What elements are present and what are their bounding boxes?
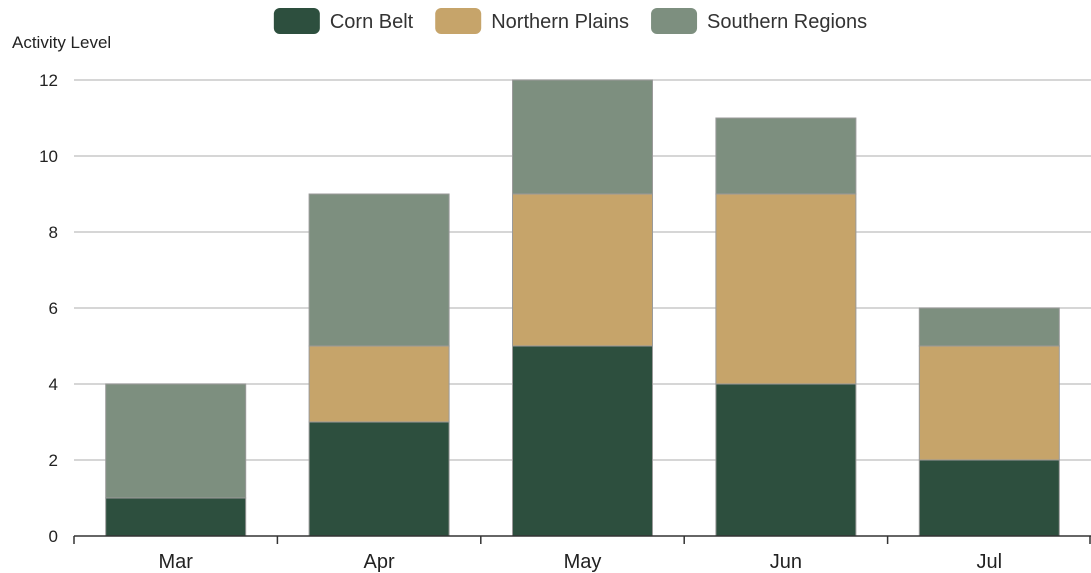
bar-may-northern-plains bbox=[512, 193, 653, 347]
y-tick-label-0: 0 bbox=[49, 527, 58, 546]
x-tick-label-jun: Jun bbox=[770, 551, 802, 573]
y-axis-title: Activity Level bbox=[12, 33, 111, 52]
y-tick-label-6: 6 bbox=[49, 299, 58, 318]
bar-jun-southern-regions bbox=[715, 117, 857, 195]
bar-apr-northern-plains bbox=[308, 345, 450, 423]
legend-label-northern-plains: Northern Plains bbox=[491, 11, 629, 33]
legend-item-southern-regions: Southern Regions bbox=[651, 8, 867, 34]
legend-item-corn-belt: Corn Belt bbox=[273, 8, 414, 34]
x-tick-label-apr: Apr bbox=[364, 551, 395, 573]
y-tick-label-2: 2 bbox=[49, 451, 58, 470]
legend-label-corn-belt: Corn Belt bbox=[330, 11, 414, 33]
y-axis-ticks: 0 2 4 6 8 10 12 bbox=[39, 71, 58, 546]
y-tick-label-12: 12 bbox=[39, 71, 58, 90]
y-tick-label-4: 4 bbox=[49, 375, 58, 394]
bar-jun-corn-belt bbox=[715, 383, 857, 537]
bar-mar-southern-regions bbox=[105, 383, 247, 499]
x-axis: Mar Apr May Jun Jul bbox=[73, 535, 1091, 573]
bar-mar-corn-belt bbox=[105, 497, 247, 537]
legend-swatch-northern-plains bbox=[435, 8, 482, 34]
bar-apr-southern-regions bbox=[308, 193, 450, 347]
bar-jul-corn-belt bbox=[918, 459, 1060, 537]
legend: Corn Belt Northern Plains Southern Regions bbox=[273, 8, 867, 34]
legend-swatch-southern-regions bbox=[651, 8, 698, 34]
y-tick-label-8: 8 bbox=[49, 223, 58, 242]
bar-may-southern-regions bbox=[512, 79, 653, 195]
bar-jul-northern-plains bbox=[918, 345, 1060, 461]
bar-jun-northern-plains bbox=[715, 193, 857, 385]
legend-swatch-corn-belt bbox=[273, 8, 320, 34]
legend-label-southern-regions: Southern Regions bbox=[707, 11, 867, 33]
y-tick-label-10: 10 bbox=[39, 147, 58, 166]
x-tick-label-may: May bbox=[564, 551, 602, 573]
legend-item-northern-plains: Northern Plains bbox=[435, 8, 629, 34]
x-tick-label-jul: Jul bbox=[977, 551, 1003, 573]
bar-apr-corn-belt bbox=[308, 421, 450, 537]
bars bbox=[105, 79, 1060, 537]
bar-jul-southern-regions bbox=[918, 307, 1060, 347]
x-tick-label-mar: Mar bbox=[158, 551, 193, 573]
bar-may-corn-belt bbox=[512, 345, 653, 537]
